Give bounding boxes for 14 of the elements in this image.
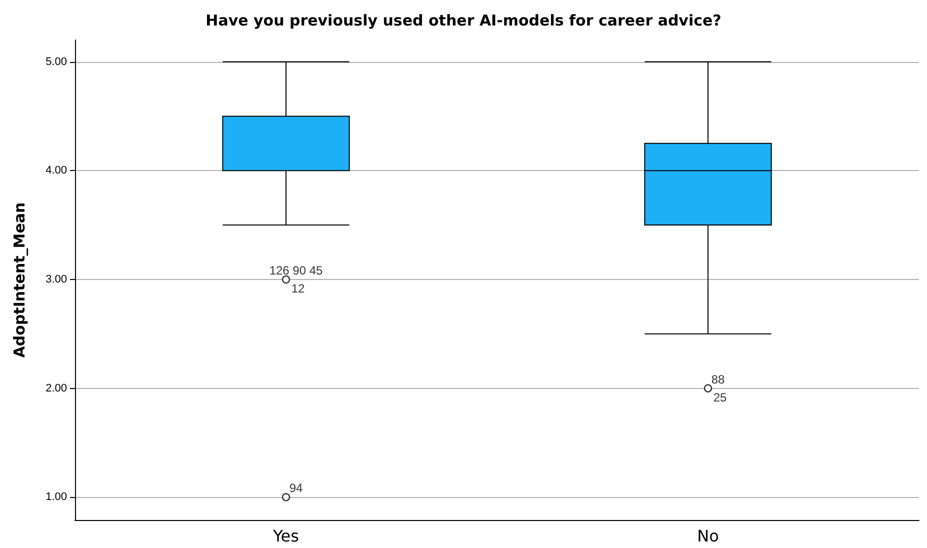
chart-title: Have you previously used other AI-models for career advice? xyxy=(206,12,722,30)
annotation: 12 xyxy=(291,281,305,296)
x-tick-label: No xyxy=(697,526,719,546)
annotation: 94 xyxy=(289,481,303,496)
annotation: 126 90 45 xyxy=(269,263,324,278)
x-tick-label: Yes xyxy=(272,526,299,546)
y-tick-label: 1.00 xyxy=(46,491,67,504)
annotation: 25 xyxy=(713,390,727,404)
y-tick-label: 4.00 xyxy=(46,164,67,177)
y-axis-title: AdoptIntent_Mean xyxy=(10,202,28,358)
y-tick-label: 5.00 xyxy=(46,56,67,68)
y-tick-label: 3.00 xyxy=(46,273,67,286)
y-tick-label: 2.00 xyxy=(46,382,67,394)
annotation: 88 xyxy=(711,372,725,386)
